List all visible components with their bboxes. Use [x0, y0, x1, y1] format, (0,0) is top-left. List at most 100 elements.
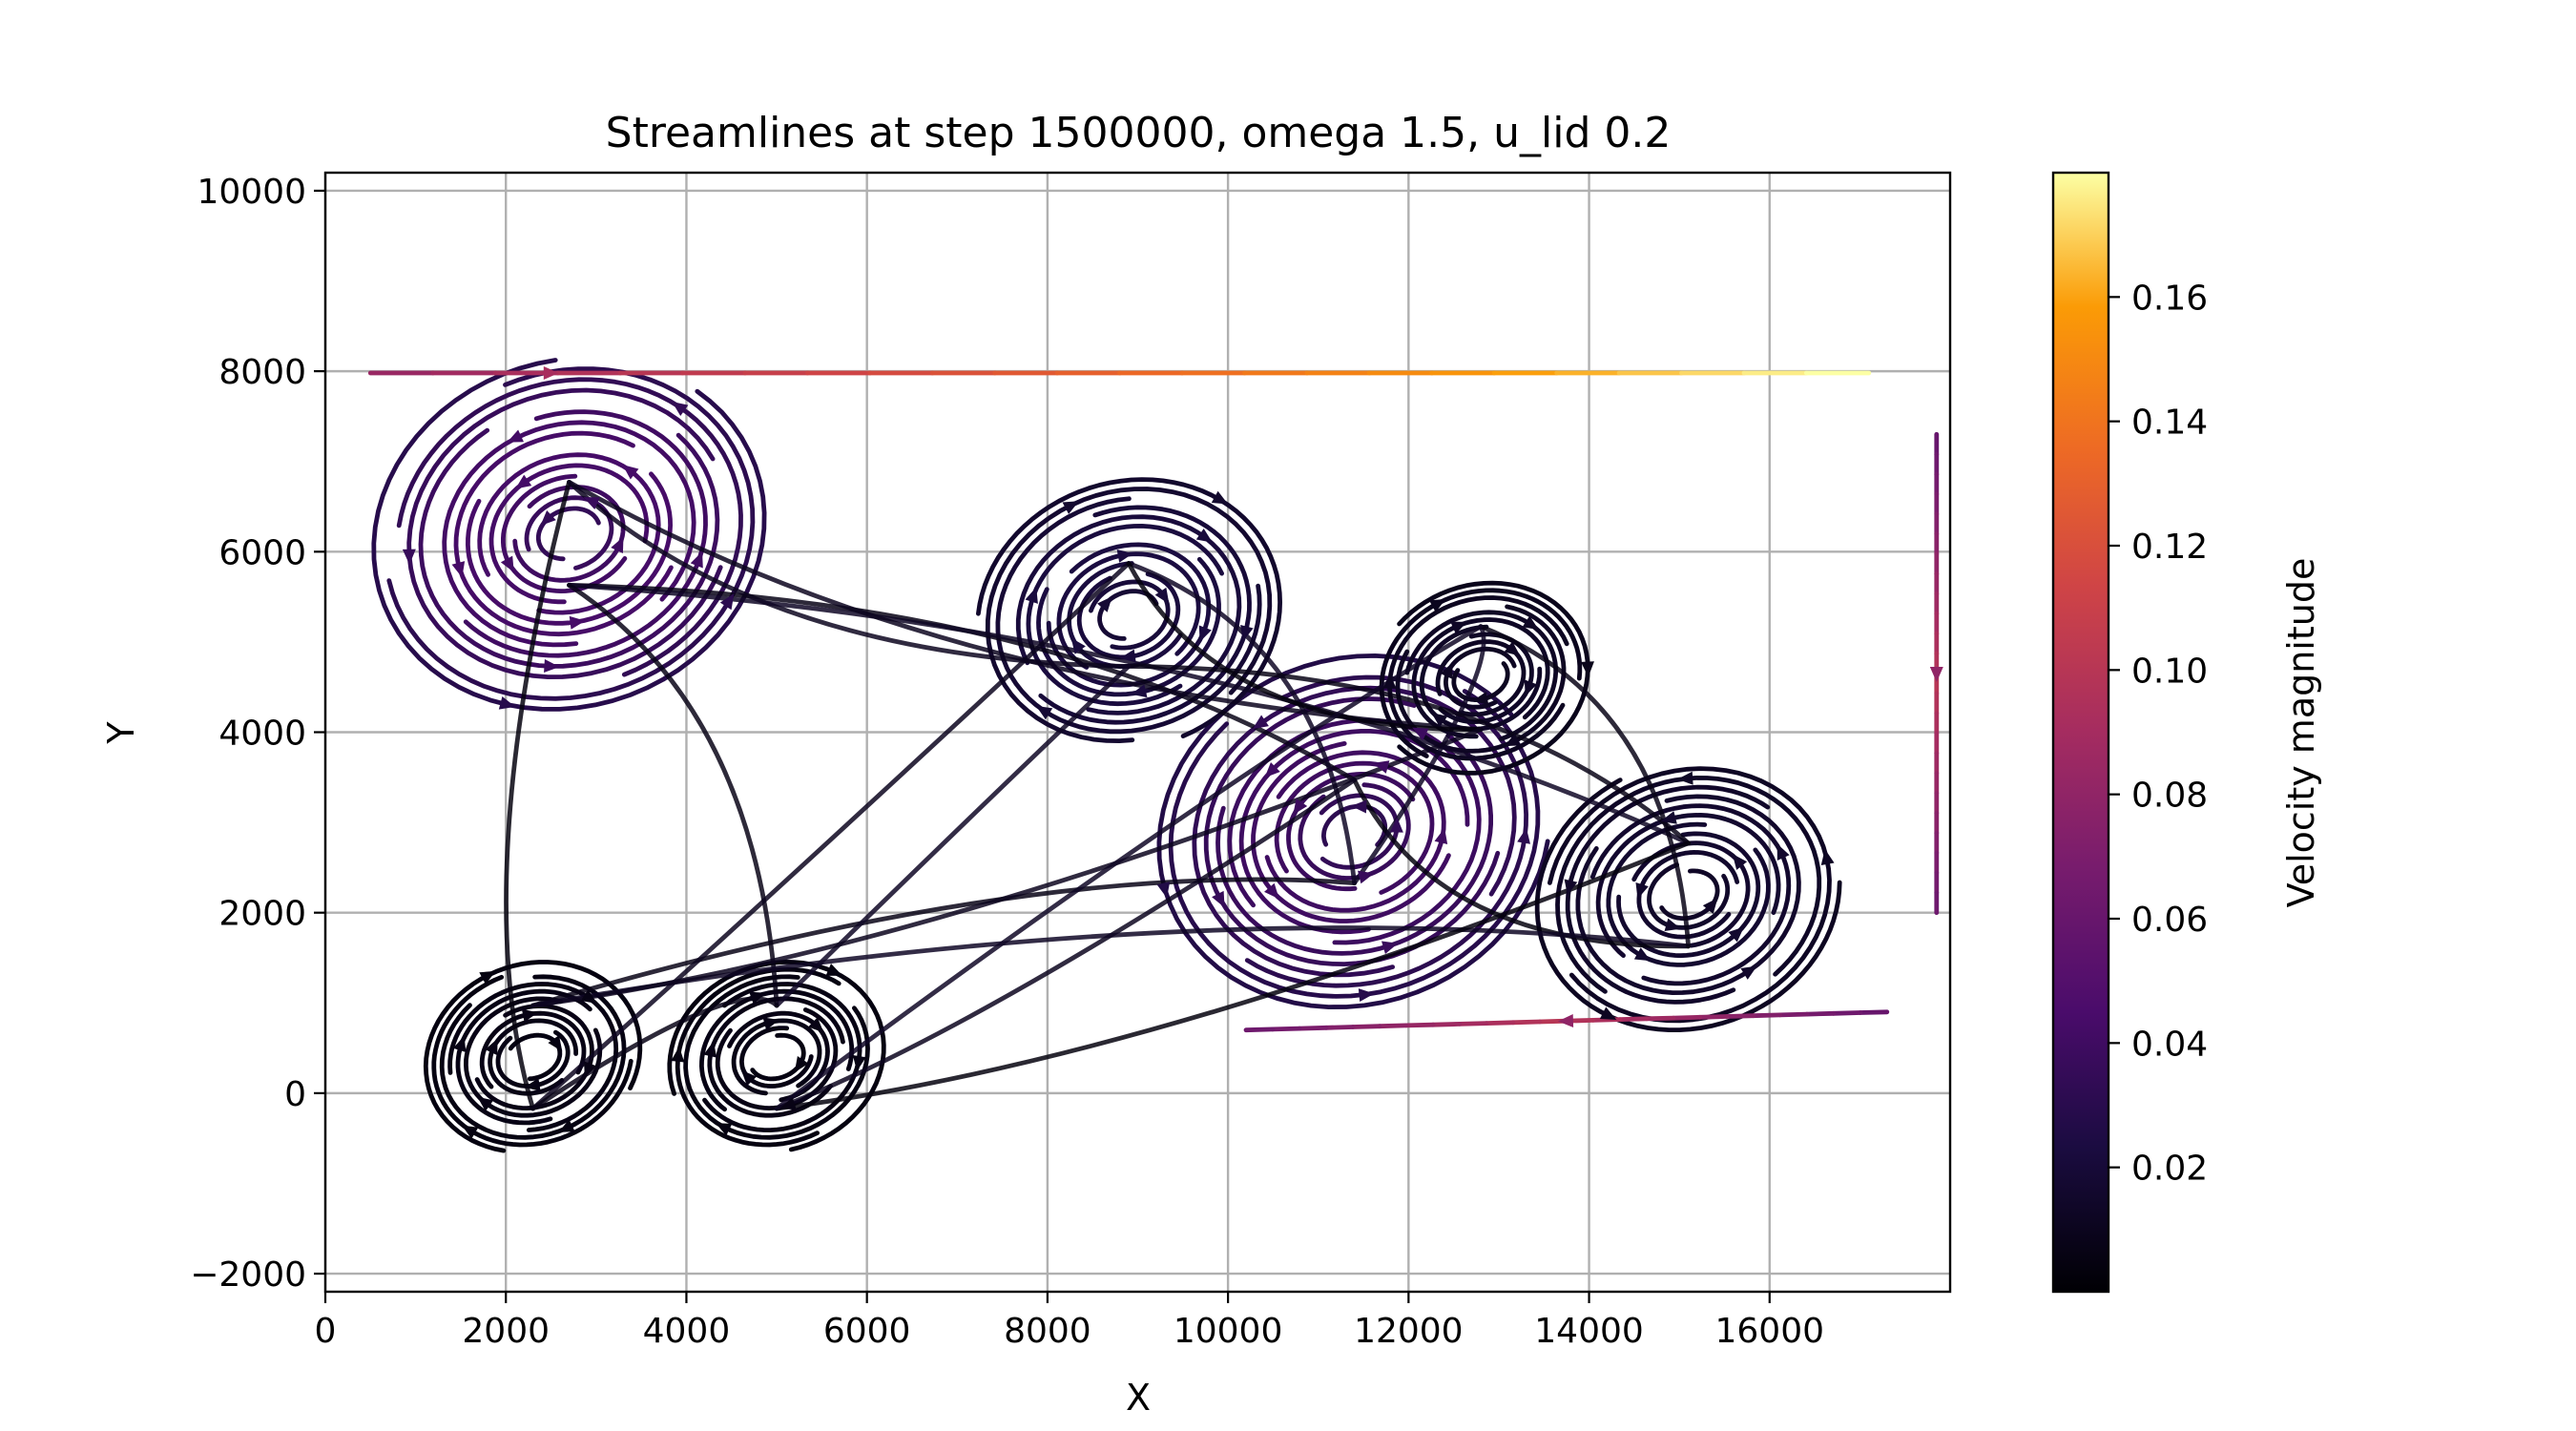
connecting-streamline: [1126, 561, 1357, 885]
flow-arrow: [548, 1035, 563, 1052]
flow-arrow: [1633, 947, 1652, 962]
flow-arrow: [543, 366, 559, 380]
flow-arrow: [1062, 501, 1079, 514]
flow-arrow: [1820, 849, 1835, 866]
boundary-streamline: [1243, 1027, 1276, 1033]
colorbar-tick-label: 0.06: [2131, 901, 2208, 940]
connecting-streamline: [567, 583, 1357, 782]
flow-arrow: [1195, 528, 1213, 543]
flow-arrows: [402, 366, 1943, 1139]
flow-arrow: [1119, 649, 1136, 663]
flow-arrow: [1434, 827, 1448, 845]
chart-title: Streamlines at step 1500000, omega 1.5, …: [606, 109, 1672, 157]
flow-arrow: [1252, 715, 1269, 730]
flow-arrow: [1154, 587, 1170, 605]
connecting-streamline: [567, 583, 779, 1008]
connecting-streamline: [530, 996, 779, 1111]
flow-arrow: [690, 551, 703, 569]
flow-arrow: [1381, 941, 1399, 954]
colorbar-label: Velocity magnitude: [2280, 558, 2322, 908]
flow-arrow: [1929, 667, 1943, 682]
flow-arrow: [1664, 918, 1681, 932]
flow-arrow: [611, 536, 624, 554]
flow-arrow: [1728, 926, 1744, 943]
flow-arrow: [1504, 641, 1521, 656]
flow-arrow: [583, 497, 600, 510]
flow-arrow: [451, 561, 466, 578]
flow-arrow: [515, 474, 532, 489]
x-tick-label: 12000: [1354, 1312, 1464, 1351]
flow-arrow: [1198, 625, 1212, 642]
flow-arrow: [1412, 727, 1429, 741]
flow-arrow: [1212, 890, 1225, 908]
flow-arrow: [1732, 854, 1748, 870]
flow-arrow: [485, 1038, 498, 1056]
colorbar-tick-label: 0.14: [2131, 404, 2208, 443]
flow-arrow: [1264, 882, 1279, 900]
boundary-streamline: [1777, 1011, 1810, 1018]
flow-arrow: [1635, 882, 1649, 900]
connecting-streamline: [1126, 561, 1484, 733]
connecting-streamline: [1352, 778, 1691, 949]
flow-arrow: [558, 1119, 575, 1132]
boundary-streamline: [1323, 1025, 1356, 1030]
boundary-streamline: [1831, 1010, 1863, 1016]
flow-arrow: [1240, 624, 1254, 642]
flow-arrow: [808, 1017, 824, 1033]
connecting-streamline: [530, 561, 1132, 1111]
boundary-streamline: [1270, 1026, 1302, 1032]
colorbar-tick-label: 0.02: [2131, 1150, 2208, 1189]
connecting-streamline: [774, 624, 1484, 1111]
connecting-streamline: [530, 877, 1357, 1008]
flow-arrow: [1131, 684, 1148, 698]
flow-arrow: [1450, 621, 1467, 634]
y-tick-label: 6000: [218, 533, 306, 572]
streamline: [750, 1032, 806, 1082]
x-tick-label: 14000: [1534, 1312, 1644, 1351]
x-tick-label: 2000: [462, 1312, 550, 1351]
flow-arrow: [825, 964, 842, 976]
flow-arrow: [540, 510, 556, 527]
flow-arrow: [507, 429, 524, 443]
connecting-streamline: [1352, 624, 1486, 885]
y-tick-label: 4000: [218, 715, 306, 754]
flow-arrow: [1440, 662, 1453, 679]
streamline: [1321, 803, 1388, 847]
flow-arrow: [1428, 598, 1446, 612]
flow-arrow: [779, 1097, 797, 1110]
flow-arrow: [1472, 692, 1489, 705]
flow-arrow: [1504, 733, 1522, 747]
colorbar-tick-label: 0.08: [2131, 777, 2208, 816]
connecting-streamline: [530, 727, 1484, 1008]
flow-arrow: [524, 1078, 541, 1091]
streamline: [707, 996, 845, 1118]
streamline: [1451, 661, 1510, 702]
boundary-streamline: [1297, 1025, 1329, 1031]
flow-arrow: [1524, 679, 1537, 696]
flow-arrow: [1358, 870, 1375, 884]
flow-arrow: [794, 1055, 809, 1073]
flow-arrow: [402, 549, 416, 565]
flow-arrow: [462, 1125, 479, 1139]
flow-arrow: [1702, 898, 1718, 915]
flow-arrow: [453, 1035, 467, 1052]
flow-arrow: [1211, 490, 1229, 505]
flow-arrow: [1264, 762, 1280, 778]
flow-arrow: [852, 1054, 866, 1071]
flow-arrow: [477, 1096, 494, 1111]
colorbar-ticks: 0.02 0.04 0.06 0.08 0.10 0.12 0.14 0.16: [2109, 279, 2208, 1189]
flow-arrow: [584, 1061, 597, 1078]
connecting-streamline: [774, 664, 1132, 1008]
flow-arrow: [749, 991, 766, 1005]
boundary-streamline: [1403, 1022, 1436, 1028]
y-tick-label: 10000: [197, 173, 306, 212]
boundary-streamline: [1377, 1023, 1409, 1029]
flow-arrow: [580, 989, 597, 1004]
flow-arrow: [1070, 637, 1086, 654]
boundary-streamline: [1510, 1019, 1543, 1026]
flow-arrow: [1025, 587, 1038, 604]
streamline: [431, 974, 634, 1148]
y-tick-label: 0: [284, 1075, 306, 1114]
flow-arrow: [1116, 549, 1133, 563]
